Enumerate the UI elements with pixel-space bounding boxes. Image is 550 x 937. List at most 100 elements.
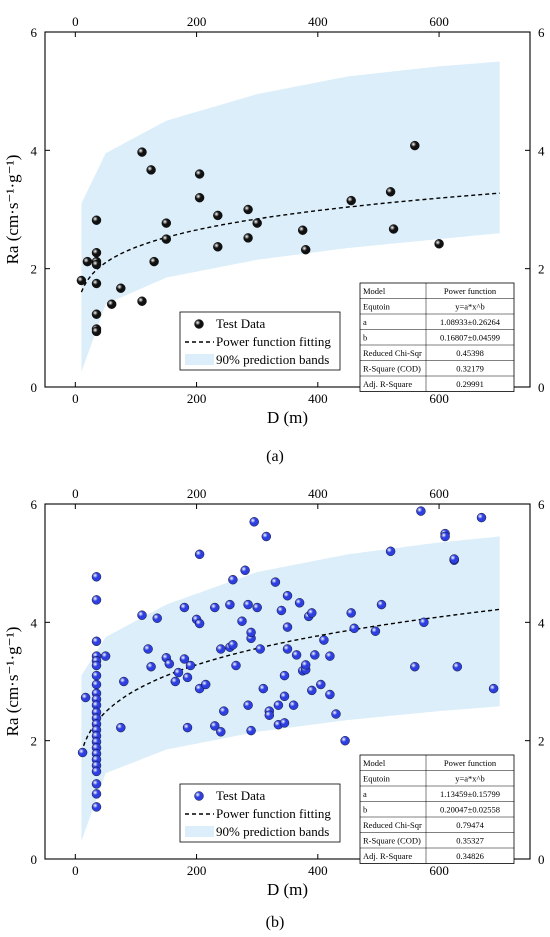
data-point [279, 691, 290, 702]
x-tick-label-bottom: 600 [429, 391, 449, 406]
x-tick-label-bottom: 0 [72, 863, 79, 878]
y-tick-label-left: 0 [31, 852, 38, 867]
data-point [231, 660, 241, 671]
stats-table-cell: Power function [444, 286, 497, 296]
stats-table-cell: 1.08933±0.26264 [440, 317, 501, 327]
stats-table-cell: a [363, 789, 367, 799]
data-point [179, 602, 190, 613]
data-point [246, 725, 256, 736]
x-tick-label-bottom: 200 [187, 863, 207, 878]
data-point [434, 239, 444, 249]
y-axis-label: Ra (cm·s⁻¹·g⁻¹) [3, 155, 22, 265]
data-point [255, 644, 265, 654]
stats-table-cell: Power function [444, 758, 497, 768]
data-point [137, 610, 147, 620]
stats-table [359, 754, 515, 864]
data-point [225, 599, 235, 610]
data-point [216, 644, 226, 654]
stats-table [359, 282, 515, 392]
x-tick-label-top: 0 [72, 14, 79, 29]
data-point [419, 617, 429, 628]
stats-table-cell: R-Square (COD) [363, 836, 421, 846]
data-point [370, 626, 381, 636]
data-point [240, 565, 250, 576]
data-point [258, 683, 268, 694]
data-point [252, 602, 262, 613]
data-point [210, 721, 220, 731]
x-tick-label-top: 200 [187, 486, 207, 501]
stats-table-cell: y=a*x^b [455, 774, 485, 784]
data-point [410, 140, 420, 151]
chart-panel-b: 0 0 200 200 400 400 600 600 0 0 2 2 4 4 6 6 D (m) Ra (cm·… [0, 472, 550, 917]
x-tick-label-bottom: 400 [308, 863, 328, 878]
panel-caption-a: (a) [266, 448, 284, 465]
data-point [319, 635, 329, 645]
data-point [307, 608, 317, 618]
y-axis-label: Ra (cm·s⁻¹·g⁻¹) [3, 627, 22, 737]
legend-label-band: 90% prediction bands [216, 824, 329, 839]
legend-band-marker [185, 354, 214, 365]
data-point [410, 661, 420, 672]
data-point [216, 727, 226, 737]
data-point [210, 602, 220, 613]
power-fit-line [80, 608, 500, 753]
data-point [100, 651, 111, 661]
data-point [310, 650, 320, 660]
panel-caption-b: (b) [265, 914, 285, 931]
data-point [164, 659, 175, 669]
data-point [91, 278, 102, 289]
data-point [476, 512, 487, 523]
stats-table-cell: 0.45398 [456, 348, 484, 358]
data-point [276, 605, 287, 616]
data-point [307, 685, 317, 696]
data-point [182, 722, 193, 733]
stats-table-cell: b [363, 805, 367, 815]
y-tick-label-right: 0 [538, 852, 545, 867]
y-tick-label-right: 4 [538, 143, 545, 158]
x-axis-label: D (m) [267, 880, 308, 899]
data-point [219, 706, 229, 716]
data-point [270, 577, 281, 587]
stats-table-cell: R-Square (COD) [363, 364, 421, 374]
y-tick-label-left: 4 [31, 615, 38, 630]
data-point [228, 574, 238, 585]
y-tick-label-right: 2 [538, 734, 545, 749]
legend-label-test-data: Test Data [216, 788, 265, 803]
data-point [91, 660, 102, 671]
y-tick-label-left: 2 [31, 734, 38, 749]
x-tick-label-bottom: 200 [187, 391, 207, 406]
stats-table-cell: Adj. R-Square [363, 379, 412, 389]
data-point [449, 554, 459, 564]
legend-point-marker [194, 319, 204, 329]
data-point [137, 147, 147, 157]
data-point [264, 710, 274, 720]
data-point [279, 670, 290, 681]
stats-table-cell: Reduced Chi-Sqr [363, 820, 422, 830]
data-point [179, 654, 190, 664]
legend-label-fit: Power function fitting [216, 334, 331, 349]
chart-panel-a: 0 0 200 200 400 400 600 600 0 0 2 2 4 4 6 6 D (m) Ra (cm·… [0, 0, 550, 445]
data-point [116, 722, 126, 733]
data-point [346, 195, 356, 206]
data-point [340, 736, 350, 746]
data-point [228, 640, 238, 650]
data-point [76, 275, 87, 286]
data-point [185, 660, 196, 671]
data-point [82, 256, 93, 267]
stats-table-cell: Model [363, 286, 386, 296]
data-point [294, 598, 305, 608]
data-point [488, 683, 499, 694]
data-point [91, 802, 102, 812]
data-point [452, 661, 462, 672]
data-point [243, 599, 253, 610]
data-point [376, 599, 387, 610]
data-point [273, 700, 284, 710]
data-point [91, 779, 102, 789]
data-point [119, 676, 129, 687]
data-point [243, 204, 253, 215]
data-point [91, 595, 102, 605]
x-axis-label: D (m) [267, 408, 308, 427]
stats-table-cell: 0.20047±0.02558 [440, 805, 500, 815]
legend-point-marker [194, 791, 204, 801]
x-tick-label-top: 0 [72, 486, 79, 501]
